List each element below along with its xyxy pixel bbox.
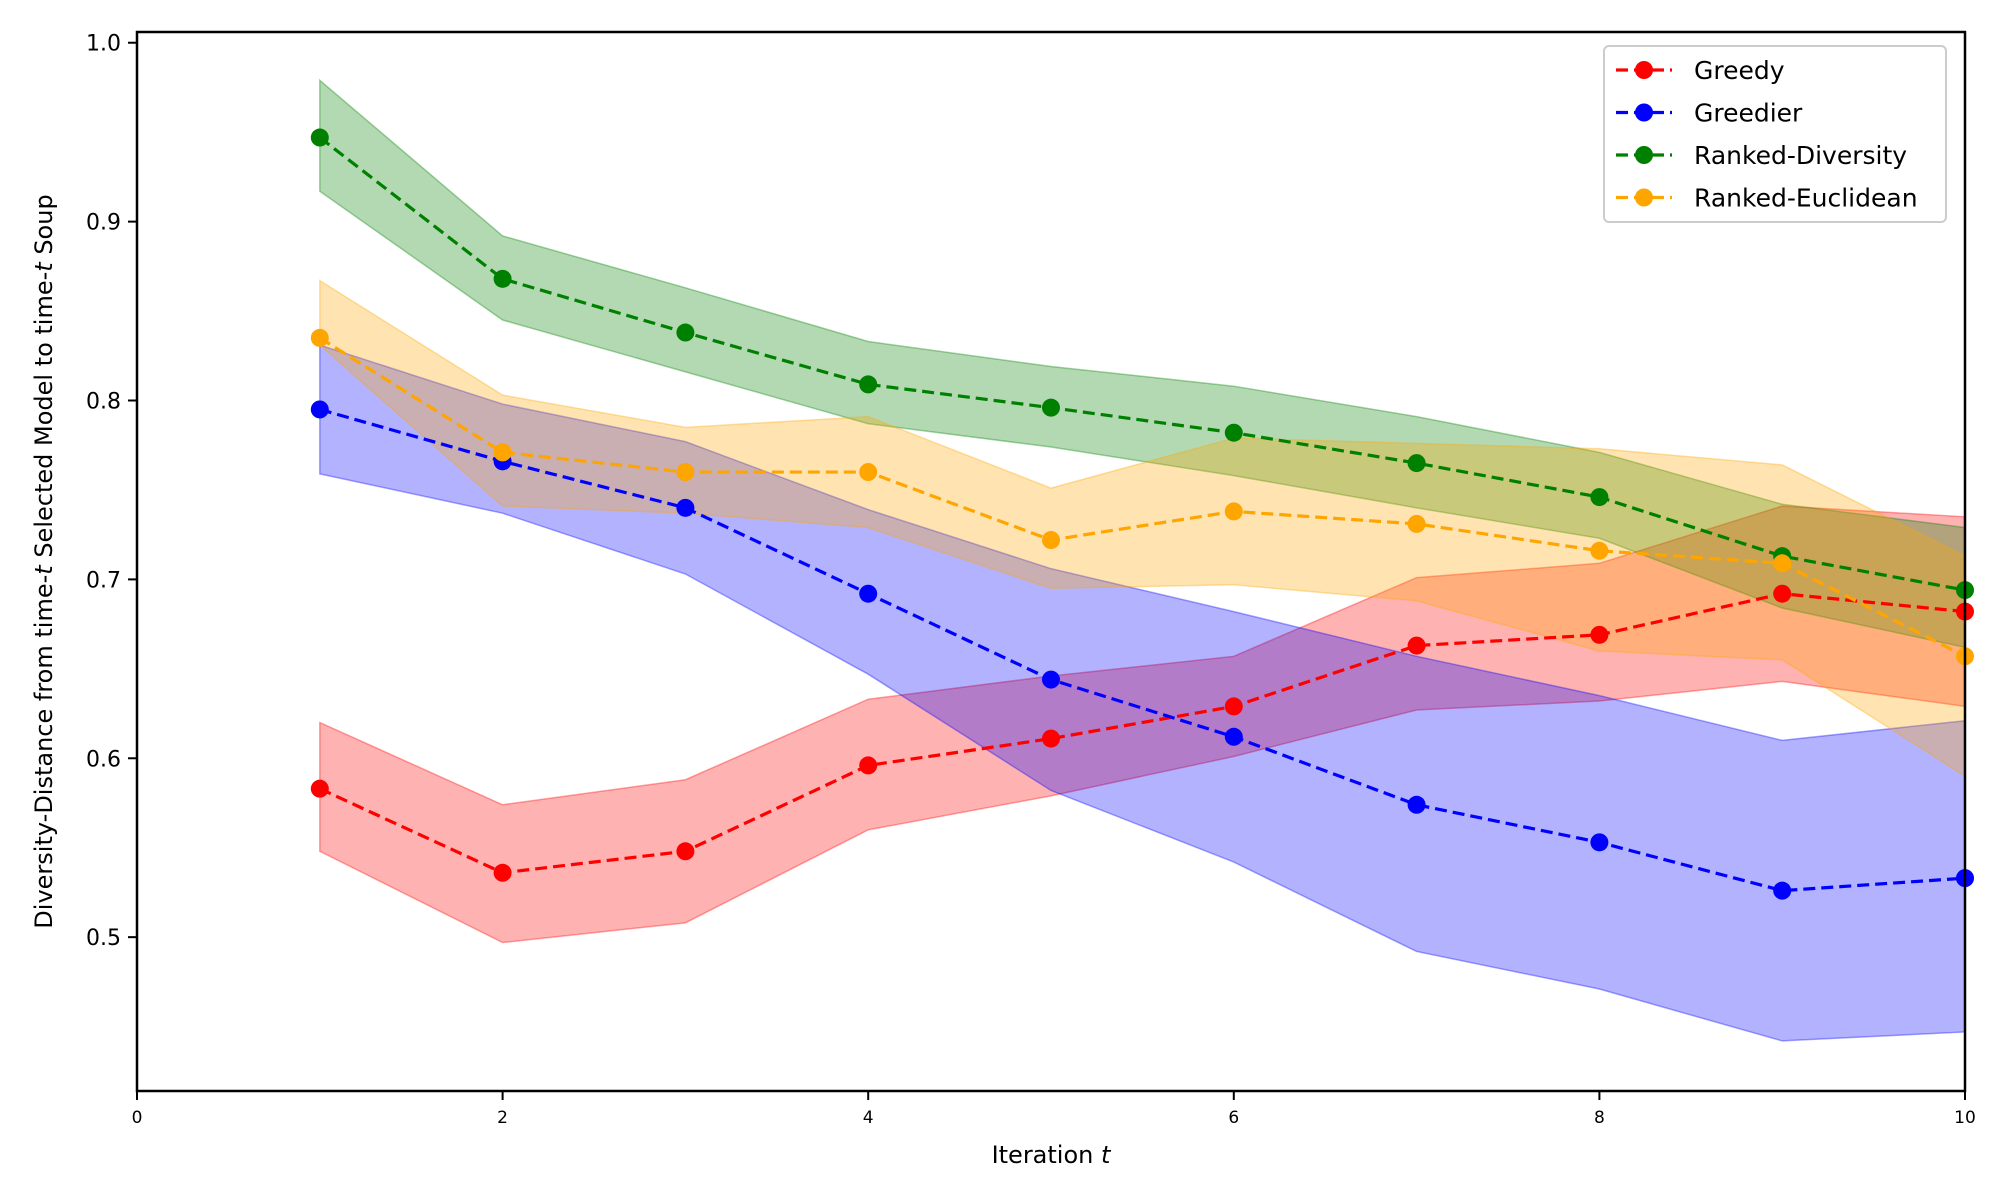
y-tick-label: 0.7	[86, 568, 121, 593]
point-ranked-diversity	[310, 128, 329, 147]
x-axis-label-var: t	[1101, 1141, 1112, 1169]
point-ranked-euclidean	[493, 443, 512, 462]
point-greedy	[493, 863, 512, 882]
y-axis-label-part: Selected Model to time-	[30, 272, 58, 566]
point-ranked-diversity	[859, 375, 878, 394]
legend-label-ranked-diversity: Ranked-Diversity	[1694, 141, 1907, 170]
point-ranked-euclidean	[1590, 541, 1609, 560]
x-axis-label-text: Iteration	[992, 1141, 1094, 1169]
point-greedier	[1590, 833, 1609, 852]
legend-box	[1603, 45, 1947, 223]
y-tick-label: 0.6	[86, 747, 121, 772]
point-ranked-diversity	[1042, 398, 1060, 417]
y-tick-label: 1.0	[86, 32, 121, 57]
legend-marker-greedy	[1635, 61, 1653, 79]
point-ranked-diversity	[676, 323, 695, 342]
point-ranked-euclidean	[1407, 514, 1426, 533]
point-greedy	[1224, 697, 1243, 716]
x-tick-label: 8	[1594, 1108, 1605, 1128]
point-ranked-diversity	[1407, 454, 1426, 473]
legend-label-greedier: Greedier	[1694, 99, 1803, 128]
y-tick-label: 0.9	[86, 211, 121, 236]
point-greedier	[859, 584, 878, 603]
legend-marker-ranked-euclidean	[1635, 188, 1653, 207]
point-greedy	[1773, 584, 1792, 603]
line-ranked-diversity	[318, 136, 1966, 592]
point-greedier	[1773, 881, 1792, 900]
x-tick-label: 2	[497, 1108, 508, 1128]
point-greedier	[1042, 670, 1060, 689]
point-ranked-euclidean	[1042, 531, 1060, 550]
point-greedy	[859, 756, 878, 775]
x-tick-label: 6	[1228, 1108, 1239, 1128]
x-axis-label: Iteration t	[992, 1141, 1112, 1169]
point-greedy	[1407, 636, 1426, 655]
legend-label-greedy: Greedy	[1694, 56, 1785, 85]
x-tick-label: 0	[132, 1108, 143, 1128]
point-ranked-diversity	[1224, 423, 1243, 442]
x-tick-label: 10	[1954, 1108, 1976, 1128]
y-tick-label: 0.5	[86, 926, 121, 951]
legend-label-ranked-euclidean: Ranked-Euclidean	[1694, 184, 1918, 213]
y-axis-label-part: t	[30, 564, 58, 575]
confidence-bands	[319, 78, 1966, 1042]
point-ranked-diversity	[1590, 488, 1609, 507]
x-axis: 0 2 4 6 8 10	[132, 1091, 1976, 1128]
point-greedy	[1042, 729, 1060, 748]
point-greedier	[1407, 795, 1426, 814]
y-axis: 0.5 0.6 0.7 0.8 0.9 1.0	[86, 32, 137, 951]
series-lines	[318, 136, 1966, 893]
point-ranked-euclidean	[1773, 554, 1792, 573]
line-greedy	[319, 592, 1966, 875]
point-ranked-euclidean	[1224, 502, 1243, 521]
y-axis-label-part: Diversity-Distance from time-	[30, 575, 58, 929]
point-ranked-diversity	[493, 269, 512, 288]
plot-frame	[135, 30, 1967, 1093]
y-axis-label-part: t	[30, 261, 58, 272]
point-greedy	[1590, 625, 1609, 644]
point-greedier	[310, 400, 329, 419]
point-greedier	[676, 498, 695, 517]
y-axis-label: Diversity-Distance from time-t Selected …	[30, 194, 58, 928]
point-ranked-euclidean	[310, 328, 329, 347]
line-greedier	[319, 407, 1966, 893]
legend-marker-greedier	[1635, 103, 1653, 122]
series-markers	[310, 128, 1974, 900]
y-axis-label-part: Soup	[30, 194, 58, 262]
legend-marker-ranked-diversity	[1635, 146, 1653, 164]
point-ranked-euclidean	[676, 463, 695, 482]
point-greedier	[1224, 727, 1243, 746]
point-greedy	[676, 842, 695, 861]
point-ranked-euclidean	[859, 463, 878, 482]
legend: Greedy Greedier Ranked-Diversity Ranked-Euc…	[1603, 45, 1947, 223]
point-greedy	[310, 779, 329, 798]
x-tick-label: 4	[863, 1108, 874, 1128]
line-ranked-euclidean	[318, 336, 1966, 658]
y-tick-label: 0.8	[86, 390, 121, 415]
